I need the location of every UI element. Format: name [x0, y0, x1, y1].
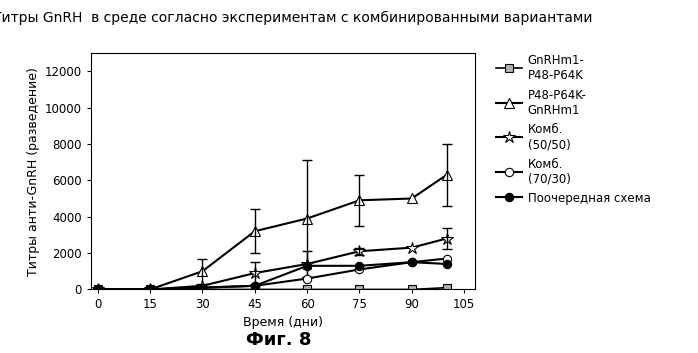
Комб.
(50/50)	[251, 271, 259, 275]
GnRHm1-
P48-P64K	[146, 287, 154, 292]
Комб.
(70/30)	[355, 267, 364, 271]
GnRHm1-
P48-P64K	[355, 287, 364, 292]
Комб.
(70/30)	[94, 287, 102, 292]
Text: Фиг. 8: Фиг. 8	[246, 331, 312, 349]
Комб.
(70/30)	[146, 287, 154, 292]
Комб.
(50/50)	[303, 262, 311, 266]
Поочередная схема	[94, 287, 102, 292]
P48-P64K-
GnRHm1	[146, 287, 154, 292]
Поочередная схема	[251, 284, 259, 288]
GnRHm1-
P48-P64K	[443, 286, 451, 290]
GnRHm1-
P48-P64K	[198, 287, 207, 292]
Комб.
(50/50)	[94, 287, 102, 292]
Поочередная схема	[443, 262, 451, 266]
X-axis label: Время (дни): Время (дни)	[243, 316, 322, 329]
P48-P64K-
GnRHm1	[251, 229, 259, 233]
P48-P64K-
GnRHm1	[198, 269, 207, 273]
Y-axis label: Титры анти-GnRH (разведение): Титры анти-GnRH (разведение)	[27, 67, 40, 276]
Legend: GnRHm1-
P48-P64K, P48-P64K-
GnRHm1, Комб.
(50/50), Комб.
(70/30), Поочередная сх: GnRHm1- P48-P64K, P48-P64K- GnRHm1, Комб…	[496, 54, 651, 205]
Поочередная схема	[408, 260, 416, 264]
Line: Поочередная схема: Поочередная схема	[94, 258, 451, 294]
P48-P64K-
GnRHm1	[303, 216, 311, 221]
Line: Комб.
(50/50): Комб. (50/50)	[91, 232, 453, 296]
P48-P64K-
GnRHm1	[443, 173, 451, 177]
Поочередная схема	[355, 264, 364, 268]
Комб.
(50/50)	[146, 287, 154, 292]
Поочередная схема	[198, 286, 207, 290]
Комб.
(70/30)	[408, 260, 416, 264]
Комб.
(50/50)	[408, 245, 416, 250]
Поочередная схема	[146, 287, 154, 292]
Комб.
(70/30)	[198, 286, 207, 290]
Line: GnRHm1-
P48-P64K: GnRHm1- P48-P64K	[94, 283, 451, 294]
P48-P64K-
GnRHm1	[408, 196, 416, 201]
Комб.
(70/30)	[251, 284, 259, 288]
Комб.
(70/30)	[443, 256, 451, 261]
GnRHm1-
P48-P64K	[251, 287, 259, 292]
Комб.
(50/50)	[355, 249, 364, 253]
P48-P64K-
GnRHm1	[355, 198, 364, 202]
Комб.
(70/30)	[303, 276, 311, 281]
Text: Титры GnRH  в среде согласно экспериментам с комбинированными вариантами: Титры GnRH в среде согласно эксперимента…	[0, 11, 593, 25]
Комб.
(50/50)	[198, 284, 207, 288]
Поочередная схема	[303, 264, 311, 268]
Line: P48-P64K-
GnRHm1: P48-P64K- GnRHm1	[93, 170, 452, 294]
P48-P64K-
GnRHm1	[94, 287, 102, 292]
Комб.
(50/50)	[443, 237, 451, 241]
GnRHm1-
P48-P64K	[408, 287, 416, 292]
Line: Комб.
(70/30): Комб. (70/30)	[94, 255, 451, 294]
GnRHm1-
P48-P64K	[303, 287, 311, 292]
GnRHm1-
P48-P64K	[94, 287, 102, 292]
